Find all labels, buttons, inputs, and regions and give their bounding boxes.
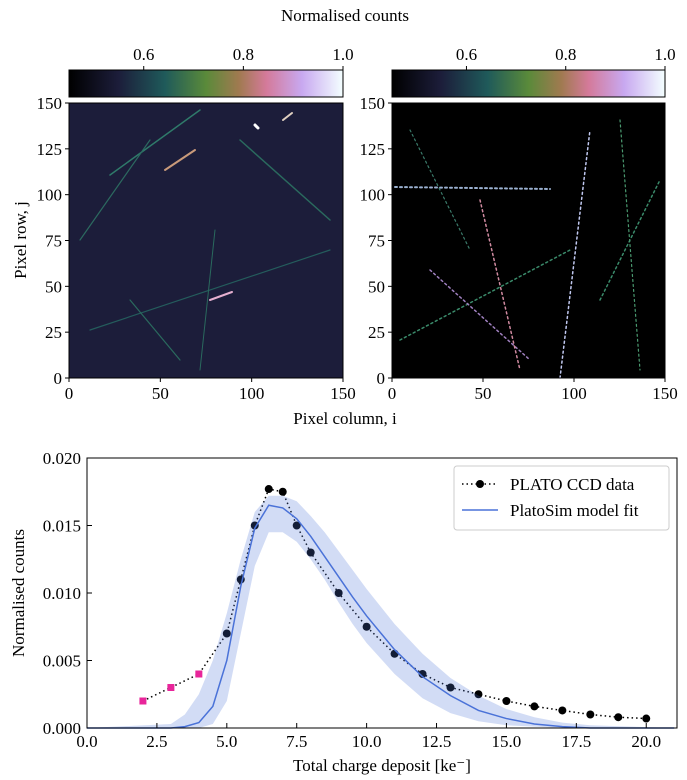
colorbar-tick-label: 1.0 — [654, 45, 675, 64]
legend-label: PLATO CCD data — [510, 475, 635, 494]
y-tick-label: 0 — [54, 369, 63, 388]
colorbar — [391, 69, 666, 98]
data-point — [558, 706, 567, 715]
particle-tracks — [79, 109, 331, 371]
data-point — [264, 485, 273, 494]
x-tick-label: 7.5 — [286, 732, 307, 751]
data-point — [474, 690, 483, 699]
y-tick-label: 50 — [368, 277, 385, 296]
data-point — [530, 702, 539, 711]
x-tick-label: 150 — [330, 384, 356, 403]
legend-marker — [476, 480, 484, 488]
x-tick-label: 150 — [652, 384, 678, 403]
data-point — [195, 670, 203, 678]
x-tick-label: 0.0 — [76, 732, 97, 751]
y-tick-label: 100 — [37, 186, 63, 205]
y-axis-label: Pixel row, j — [11, 201, 30, 279]
data-point — [614, 713, 623, 722]
colorbar-label: Normalised counts — [281, 6, 409, 25]
data-point — [222, 629, 231, 638]
data-point — [642, 714, 651, 723]
confidence-band — [87, 495, 675, 728]
colorbar-tick-label: 0.6 — [133, 45, 154, 64]
data-point — [446, 683, 455, 692]
y-tick-label: 150 — [37, 94, 63, 113]
x-tick-label: 17.5 — [561, 732, 591, 751]
x-tick-label: 2.5 — [146, 732, 167, 751]
x-tick-label: 10.0 — [352, 732, 382, 751]
colorbar-tick-label: 0.6 — [456, 45, 477, 64]
line-panel: 0.0 2.5 5.0 7.5 10.0 12.5 15.0 17.5 20.0 0.000 0.0… — [43, 449, 678, 751]
legend-label: PlatoSim model fit — [510, 501, 639, 520]
x-tick-label: 100 — [239, 384, 265, 403]
heatmap-panel: 0.6 0.8 1.0 0 50 100 150 0 25 50 75 100 125 150 — [360, 45, 678, 403]
y-tick-label: 125 — [360, 140, 386, 159]
y-tick-label: 75 — [45, 232, 62, 251]
colorbar-tick-label: 1.0 — [332, 45, 353, 64]
x-tick-label: 50 — [475, 384, 492, 403]
y-axis-label: Normalised counts — [9, 529, 28, 657]
data-point — [139, 697, 147, 705]
y-tick-label: 0 — [377, 369, 386, 388]
legend-box — [453, 465, 670, 531]
data-point — [306, 548, 315, 557]
colorbar-tick-label: 0.8 — [555, 45, 576, 64]
data-point — [586, 710, 595, 719]
x-tick-label: 20.0 — [631, 732, 661, 751]
heatmap-panel: 0.6 0.8 1.0 0 50 100 150 0 25 50 75 100 125 150 — [37, 45, 356, 403]
y-tick-label: 50 — [45, 277, 62, 296]
plot-frame — [68, 102, 344, 379]
y-tick-label: 25 — [368, 323, 385, 342]
x-tick-label: 50 — [152, 384, 169, 403]
y-tick-label: 0.000 — [43, 719, 81, 738]
series-line — [142, 488, 647, 720]
heatmap-image — [392, 103, 665, 378]
data-point — [292, 521, 301, 530]
data-point — [334, 589, 343, 597]
x-tick-label: 100 — [561, 384, 587, 403]
colorbar — [68, 69, 344, 98]
colorbar-tick-label: 0.8 — [233, 45, 254, 64]
y-tick-label: 0.015 — [43, 517, 81, 536]
y-tick-label: 100 — [360, 186, 386, 205]
y-tick-label: 25 — [45, 323, 62, 342]
x-tick-label: 12.5 — [422, 732, 452, 751]
x-tick-label: 0 — [65, 384, 74, 403]
y-tick-label: 0.005 — [43, 652, 81, 671]
data-point — [502, 697, 511, 705]
data-point — [167, 684, 175, 691]
x-tick-label: 15.0 — [492, 732, 522, 751]
plot-frame — [391, 102, 666, 379]
y-tick-label: 0.020 — [43, 449, 81, 468]
data-point — [278, 487, 287, 496]
heatmap-image — [69, 103, 343, 378]
x-tick-label: 5.0 — [216, 732, 237, 751]
y-tick-label: 75 — [368, 232, 385, 251]
plot-frame — [86, 457, 678, 729]
series-line — [87, 504, 675, 729]
x-axis-label: Total charge deposit [ke⁻] — [293, 756, 471, 775]
y-tick-label: 150 — [360, 94, 386, 113]
x-axis-label: Pixel column, i — [293, 409, 397, 428]
particle-tracks — [394, 119, 661, 379]
y-tick-label: 125 — [37, 140, 63, 159]
data-point — [418, 670, 427, 678]
x-tick-label: 0 — [388, 384, 397, 403]
data-point — [362, 622, 371, 631]
y-tick-label: 0.010 — [43, 584, 81, 603]
